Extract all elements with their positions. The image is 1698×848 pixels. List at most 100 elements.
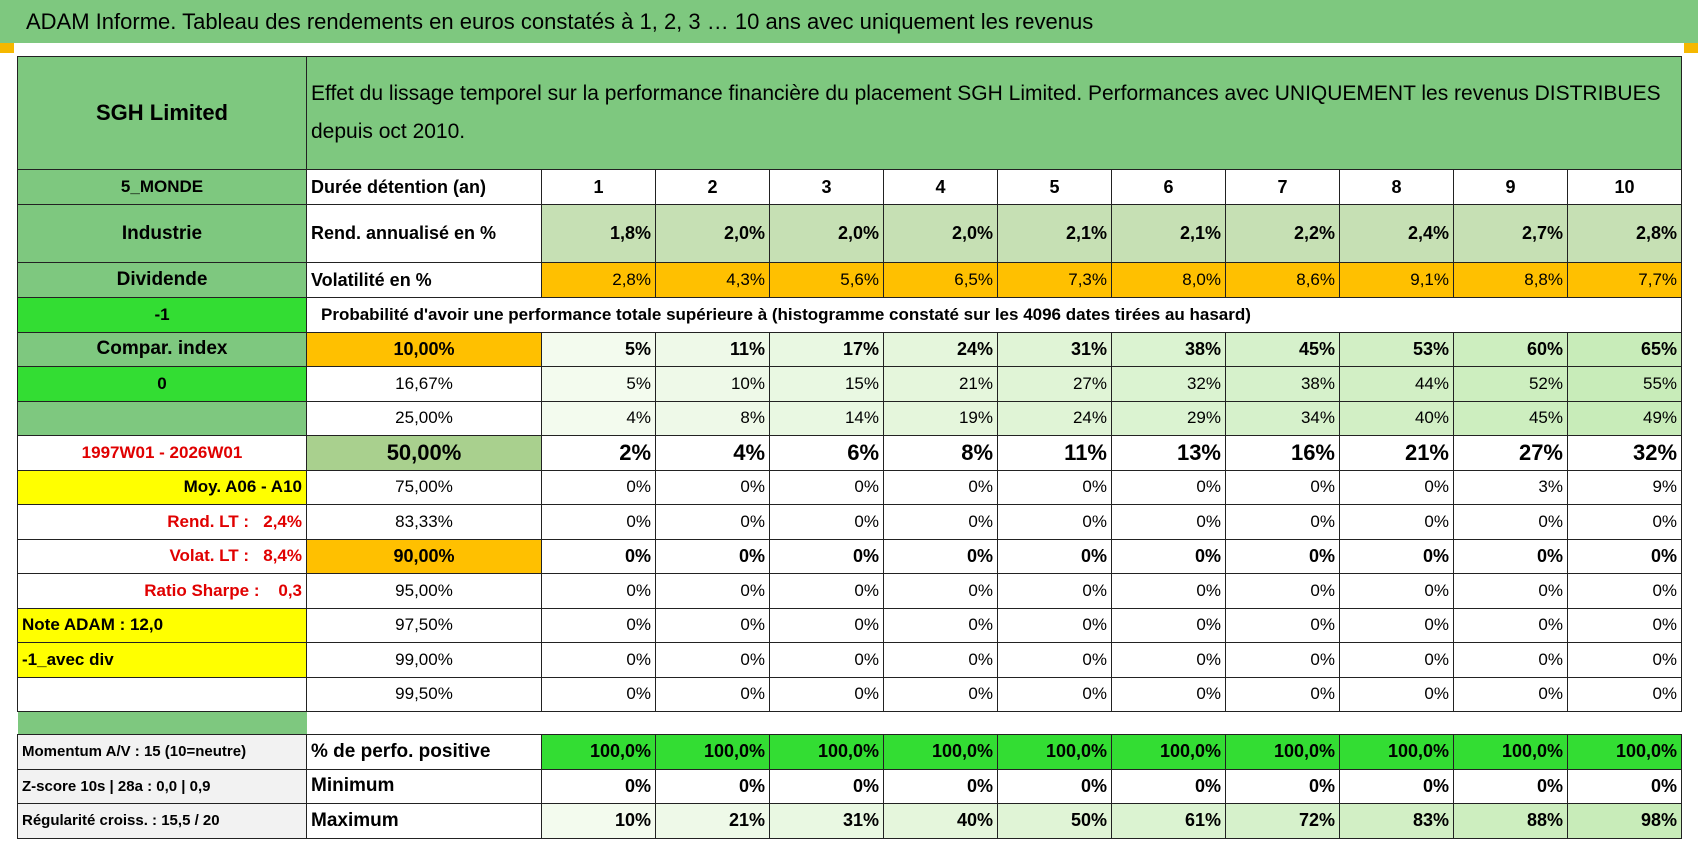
value-cell: 19% <box>883 400 998 436</box>
value-cell: 0% <box>883 642 998 678</box>
side-label: Volat. LT : 8,4% <box>17 538 307 574</box>
table-row: Z-score 10s | 28a : 0,0 | 0,9 Minimum 0% 0%… <box>17 768 1683 804</box>
side-label: Moy. A06 - A10 <box>17 469 307 505</box>
value-cell: 11% <box>997 435 1112 471</box>
table-row: 1997W01 - 2026W01 50,00% 2% 4% 6% 8% 11% 13% 16%… <box>17 435 1683 471</box>
value-cell: 2,8% <box>1566 204 1683 263</box>
summary-value: 21% <box>655 803 770 839</box>
summary-value: 50% <box>997 803 1112 839</box>
side-label: Industrie <box>17 204 307 263</box>
value-cell: 0% <box>1566 504 1683 540</box>
value-cell: 0% <box>997 573 1112 609</box>
table-row: Volat. LT : 8,4% 90,00% 0% 0% 0% 0% 0% 0% 0% 0% 0%… <box>17 538 1683 574</box>
value-cell: 8,6% <box>1225 262 1340 298</box>
side-label: Compar. index <box>17 331 307 367</box>
value-cell: 0% <box>769 642 884 678</box>
value-cell: 8 <box>1339 169 1454 205</box>
summary-value: 100,0% <box>1225 734 1340 770</box>
summary-value: 98% <box>1566 803 1683 839</box>
value-cell: 60% <box>1453 331 1568 367</box>
value-cell: 1,8% <box>541 204 656 263</box>
value-cell: 0% <box>1111 607 1226 643</box>
table-row: Dividende Volatilité en % 2,8% 4,3% 5,6% 6,5%… <box>17 262 1683 298</box>
value-cell: 0% <box>1566 642 1683 678</box>
value-cell: 11% <box>655 331 770 367</box>
value-cell: 0% <box>1225 504 1340 540</box>
value-cell: 0% <box>1225 607 1340 643</box>
value-cell: 17% <box>769 331 884 367</box>
value-cell: 8,8% <box>1453 262 1568 298</box>
value-cell: 2 <box>655 169 770 205</box>
summary-value: 100,0% <box>769 734 884 770</box>
value-cell: 0% <box>1339 642 1454 678</box>
summary-value: 0% <box>997 768 1112 804</box>
value-cell: 0% <box>1339 504 1454 540</box>
value-cell: 21% <box>1339 435 1454 471</box>
value-cell: 0% <box>769 504 884 540</box>
summary-side-label: Régularité croiss. : 15,5 / 20 <box>17 803 307 839</box>
value-cell: 55% <box>1566 366 1683 402</box>
value-cell: 53% <box>1339 331 1454 367</box>
value-cell: 0% <box>541 504 656 540</box>
summary-value: 10% <box>541 803 656 839</box>
value-cell: 0% <box>997 469 1112 505</box>
side-label: -1 <box>17 297 307 333</box>
summary-value: 100,0% <box>997 734 1112 770</box>
value-cell: 8,0% <box>1111 262 1226 298</box>
row-label: 25,00% <box>306 400 542 436</box>
value-cell: 0% <box>541 642 656 678</box>
value-cell: 2,0% <box>655 204 770 263</box>
value-cell: 0% <box>997 538 1112 574</box>
value-cell: 45% <box>1225 331 1340 367</box>
value-cell: 4% <box>541 400 656 436</box>
summary-value: 0% <box>1111 768 1226 804</box>
value-cell: 0% <box>883 676 998 712</box>
row-label: 90,00% <box>306 538 542 574</box>
side-label <box>17 676 307 712</box>
table-row: 99,50% 0% 0% 0% 0% 0% 0% 0% 0% 0% 0% <box>17 676 1683 712</box>
table-row: -1 Probabilité d'avoir une performance to… <box>17 297 1683 333</box>
value-cell: 40% <box>1339 400 1454 436</box>
value-cell: 7 <box>1225 169 1340 205</box>
table-row: Rend. LT : 2,4% 83,33% 0% 0% 0% 0% 0% 0% 0% 0% 0% 0… <box>17 504 1683 540</box>
summary-side-label: Z-score 10s | 28a : 0,0 | 0,9 <box>17 768 307 804</box>
side-label: -1_avec div <box>17 642 307 678</box>
summary-value: 0% <box>883 768 998 804</box>
value-cell: 16% <box>1225 435 1340 471</box>
value-cell: 10% <box>655 366 770 402</box>
value-cell: 0% <box>1339 469 1454 505</box>
summary-value: 100,0% <box>883 734 998 770</box>
value-cell: 0% <box>1339 676 1454 712</box>
value-cell: 1 <box>541 169 656 205</box>
value-cell: 0% <box>1225 538 1340 574</box>
summary-value: 100,0% <box>655 734 770 770</box>
value-cell: 52% <box>1453 366 1568 402</box>
value-cell: 4 <box>883 169 998 205</box>
value-cell: 0% <box>769 676 884 712</box>
value-cell: 0% <box>541 676 656 712</box>
value-cell: 49% <box>1566 400 1683 436</box>
value-cell: 0% <box>655 642 770 678</box>
fund-name: SGH Limited <box>17 56 307 170</box>
summary-value: 100,0% <box>1111 734 1226 770</box>
edge-mark <box>1684 43 1698 53</box>
value-cell: 2,0% <box>769 204 884 263</box>
value-cell: 0% <box>1566 573 1683 609</box>
gap-cell <box>306 711 1682 735</box>
value-cell: 0% <box>769 573 884 609</box>
table-row: 0 16,67% 5% 10% 15% 21% 27% 32% 38% 44% 52% 55% <box>17 366 1683 402</box>
value-cell: 21% <box>883 366 998 402</box>
value-cell: 4% <box>655 435 770 471</box>
value-cell: 9,1% <box>1339 262 1454 298</box>
value-cell: 0% <box>541 573 656 609</box>
summary-label: Minimum <box>306 768 542 804</box>
value-cell: 0% <box>883 504 998 540</box>
value-cell: 0% <box>1453 573 1568 609</box>
value-cell: 6 <box>1111 169 1226 205</box>
summary-value: 40% <box>883 803 998 839</box>
value-cell: 32% <box>1566 435 1683 471</box>
value-cell: 10 <box>1566 169 1683 205</box>
table-row: Industrie Rend. annualisé en % 1,8% 2,0% 2,0… <box>17 204 1683 263</box>
value-cell: 29% <box>1111 400 1226 436</box>
summary-side-label: Momentum A/V : 15 (10=neutre) <box>17 734 307 770</box>
